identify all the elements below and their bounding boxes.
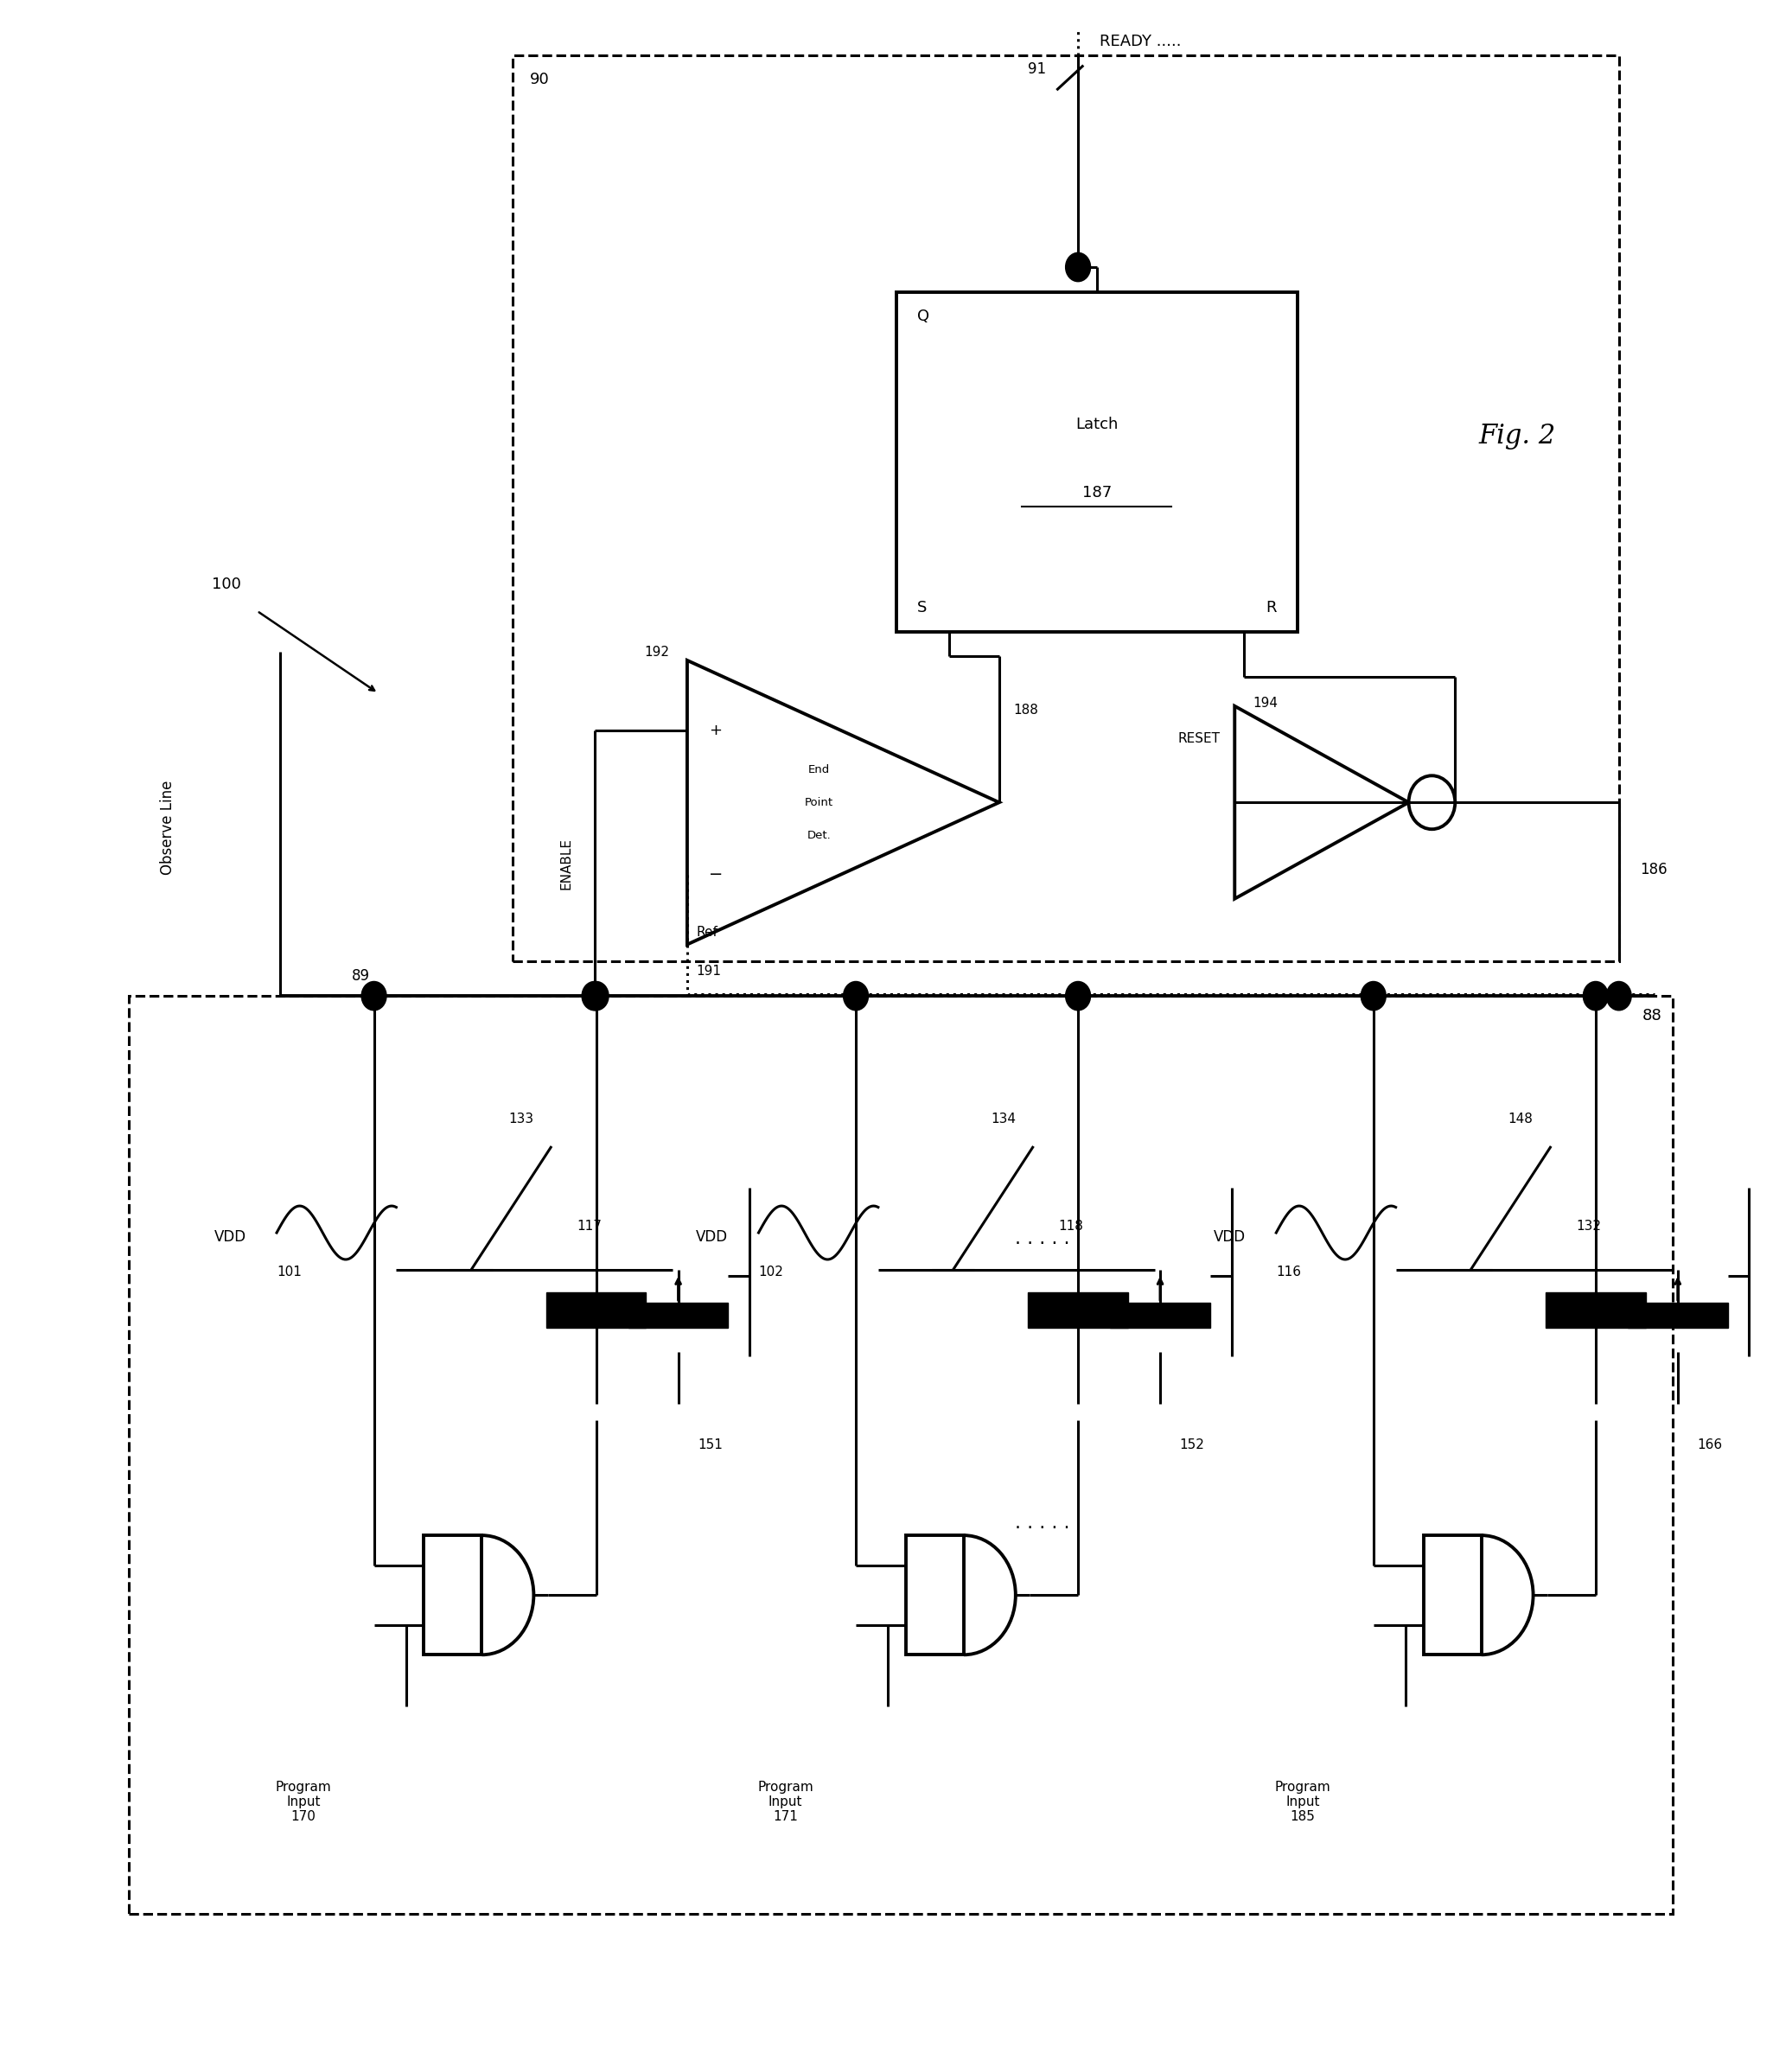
Text: Program
Input
170: Program Input 170 <box>276 1781 332 1824</box>
Text: Observe Line: Observe Line <box>159 779 176 874</box>
Circle shape <box>584 981 609 1010</box>
Text: Fig. 2: Fig. 2 <box>1478 424 1555 448</box>
Text: −: − <box>708 866 722 882</box>
Text: 194: 194 <box>1253 696 1278 711</box>
Bar <box>1111 1304 1210 1328</box>
Text: Program
Input
171: Program Input 171 <box>758 1781 814 1824</box>
Circle shape <box>362 981 387 1010</box>
Text: 116: 116 <box>1276 1266 1301 1279</box>
Text: 192: 192 <box>645 647 670 659</box>
Text: 118: 118 <box>1059 1219 1084 1233</box>
Text: Det.: Det. <box>806 831 831 841</box>
Circle shape <box>1360 981 1385 1010</box>
Text: 134: 134 <box>991 1114 1016 1126</box>
Bar <box>547 1293 647 1328</box>
Text: 91: 91 <box>1027 62 1047 76</box>
Circle shape <box>1582 981 1607 1010</box>
Bar <box>1546 1293 1645 1328</box>
Text: 89: 89 <box>351 969 369 983</box>
Bar <box>1029 1293 1127 1328</box>
Text: End: End <box>808 764 830 775</box>
Text: ENABLE: ENABLE <box>559 837 573 888</box>
Bar <box>1627 1304 1727 1328</box>
Text: 148: 148 <box>1509 1114 1534 1126</box>
Text: 100: 100 <box>211 576 242 593</box>
Text: 188: 188 <box>1014 702 1038 717</box>
Text: 117: 117 <box>577 1219 602 1233</box>
Text: 90: 90 <box>530 72 550 87</box>
Bar <box>629 1304 728 1328</box>
Circle shape <box>844 981 869 1010</box>
Text: . . . . .: . . . . . <box>1014 1514 1070 1531</box>
Text: Program
Input
185: Program Input 185 <box>1274 1781 1331 1824</box>
Text: R: R <box>1265 599 1276 616</box>
Text: 186: 186 <box>1640 862 1668 878</box>
Circle shape <box>1066 252 1091 281</box>
Circle shape <box>582 981 607 1010</box>
Text: Latch: Latch <box>1075 417 1118 432</box>
Text: 152: 152 <box>1179 1438 1204 1452</box>
Text: VDD: VDD <box>1213 1229 1245 1244</box>
Circle shape <box>1606 981 1631 1010</box>
Text: S: S <box>918 599 926 616</box>
Text: 132: 132 <box>1575 1219 1600 1233</box>
Text: +: + <box>710 723 722 738</box>
Text: Q: Q <box>918 308 930 324</box>
Text: Point: Point <box>805 797 833 808</box>
Text: 133: 133 <box>509 1114 534 1126</box>
Text: 101: 101 <box>276 1266 301 1279</box>
Text: 102: 102 <box>758 1266 783 1279</box>
Text: 88: 88 <box>1641 1008 1661 1025</box>
Text: 191: 191 <box>695 965 720 977</box>
Text: . . . . .: . . . . . <box>1014 1229 1070 1248</box>
Text: 187: 187 <box>1082 486 1111 500</box>
Text: 151: 151 <box>697 1438 722 1452</box>
Text: VDD: VDD <box>695 1229 728 1244</box>
Text: 166: 166 <box>1697 1438 1722 1452</box>
Circle shape <box>1066 981 1091 1010</box>
Text: READY .....: READY ..... <box>1100 33 1181 50</box>
Text: RESET: RESET <box>1177 731 1220 746</box>
Text: Ref: Ref <box>695 926 717 938</box>
Text: VDD: VDD <box>215 1229 246 1244</box>
